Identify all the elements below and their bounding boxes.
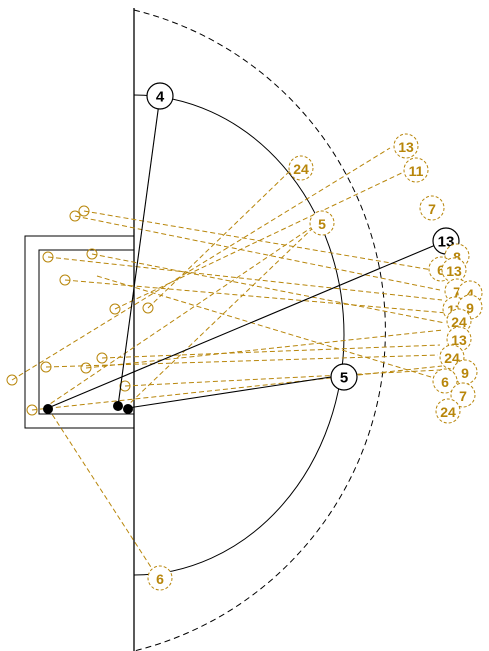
dashed-line (31, 365, 443, 411)
start-circle (80, 362, 92, 374)
outer-box (24, 235, 135, 429)
dashed-endpoint-circle (446, 308, 472, 334)
dashed-endpoint-label: 13 (398, 139, 414, 155)
dashed-endpoint-circle (393, 133, 419, 159)
dashed-line (64, 279, 448, 314)
start-dot (123, 404, 133, 414)
dashed-line (96, 275, 442, 381)
dashed-line (83, 210, 445, 273)
dashed-endpoint-label: 9 (461, 365, 469, 381)
dashed-endpoint-circle (403, 157, 429, 183)
start-markers (43, 401, 133, 414)
dashed-endpoint-label: 5 (318, 216, 326, 232)
dashed-endpoint-label: 24 (451, 314, 467, 330)
dashed-endpoint-circle (288, 155, 314, 181)
inner-arc (133, 94, 345, 576)
start-circle (40, 361, 52, 373)
dashed-connections (6, 147, 448, 579)
inner-box (38, 249, 135, 415)
solid-line (127, 374, 345, 409)
dashed-endpoint-label: 9 (466, 300, 474, 316)
start-circle (59, 274, 71, 286)
dashed-endpoint-label: 4 (466, 286, 474, 302)
outer-arc (133, 9, 386, 651)
dashed-endpoint-circle (452, 359, 478, 385)
dashed-endpoint-circle (450, 382, 476, 408)
start-circle (42, 251, 54, 263)
endpoint-circle (330, 363, 358, 391)
dashed-line (114, 169, 409, 310)
start-circle (86, 248, 98, 260)
court-structure (24, 8, 386, 651)
start-circle (26, 404, 38, 416)
endpoint-markers: 451324131157861374179241324967246 (146, 82, 483, 591)
dashed-line (45, 354, 439, 368)
dashed-endpoint-label: 6 (156, 571, 164, 587)
endpoint-circle (146, 82, 174, 110)
start-circle (96, 352, 108, 364)
dashed-endpoint-label: 11 (409, 163, 424, 179)
dashed-endpoint-label: 6 (437, 262, 445, 278)
start-circle (109, 303, 121, 315)
start-circle (69, 210, 81, 222)
dashed-endpoint-label: 8 (453, 249, 461, 265)
start-circle (119, 380, 131, 392)
dashed-endpoint-label: 13 (446, 263, 462, 279)
start-dot (113, 401, 123, 411)
dashed-line (124, 222, 319, 409)
dashed-line (47, 256, 443, 301)
dashed-line (147, 165, 296, 309)
dashed-line (74, 215, 441, 291)
endpoint-label: 4 (156, 89, 165, 106)
dashed-line (47, 407, 159, 579)
dashed-line (124, 369, 441, 387)
dashed-line (91, 253, 446, 324)
dashed-endpoint-circle (419, 195, 445, 221)
dashed-endpoint-label: 7 (428, 201, 436, 217)
start-dot (43, 404, 53, 414)
start-circle (142, 302, 154, 314)
solid-line (47, 240, 446, 409)
start-circle (78, 205, 90, 217)
dashed-line (11, 147, 391, 381)
solid-connections (47, 95, 446, 409)
dashed-endpoint-label: 24 (293, 161, 309, 177)
dashed-endpoint-label: 6 (441, 374, 449, 390)
dashed-line (43, 222, 319, 409)
dashed-endpoint-circle (309, 210, 335, 236)
solid-line (117, 95, 161, 407)
dashed-endpoint-circle (435, 398, 461, 424)
dashed-endpoint-circle (432, 368, 458, 394)
endpoint-label: 5 (340, 370, 348, 387)
dashed-endpoint-label: 13 (451, 332, 467, 348)
dashed-line (101, 344, 441, 359)
dashed-endpoint-circle (441, 257, 467, 283)
dashed-endpoint-label: 7 (453, 284, 461, 300)
dashed-endpoint-label: 7 (459, 388, 467, 404)
dashed-endpoint-label: 24 (440, 404, 456, 420)
dashed-endpoint-label: 24 (444, 350, 460, 366)
dashed-endpoint-circle (147, 565, 173, 591)
start-circle (6, 374, 18, 386)
dashed-line (85, 329, 444, 369)
